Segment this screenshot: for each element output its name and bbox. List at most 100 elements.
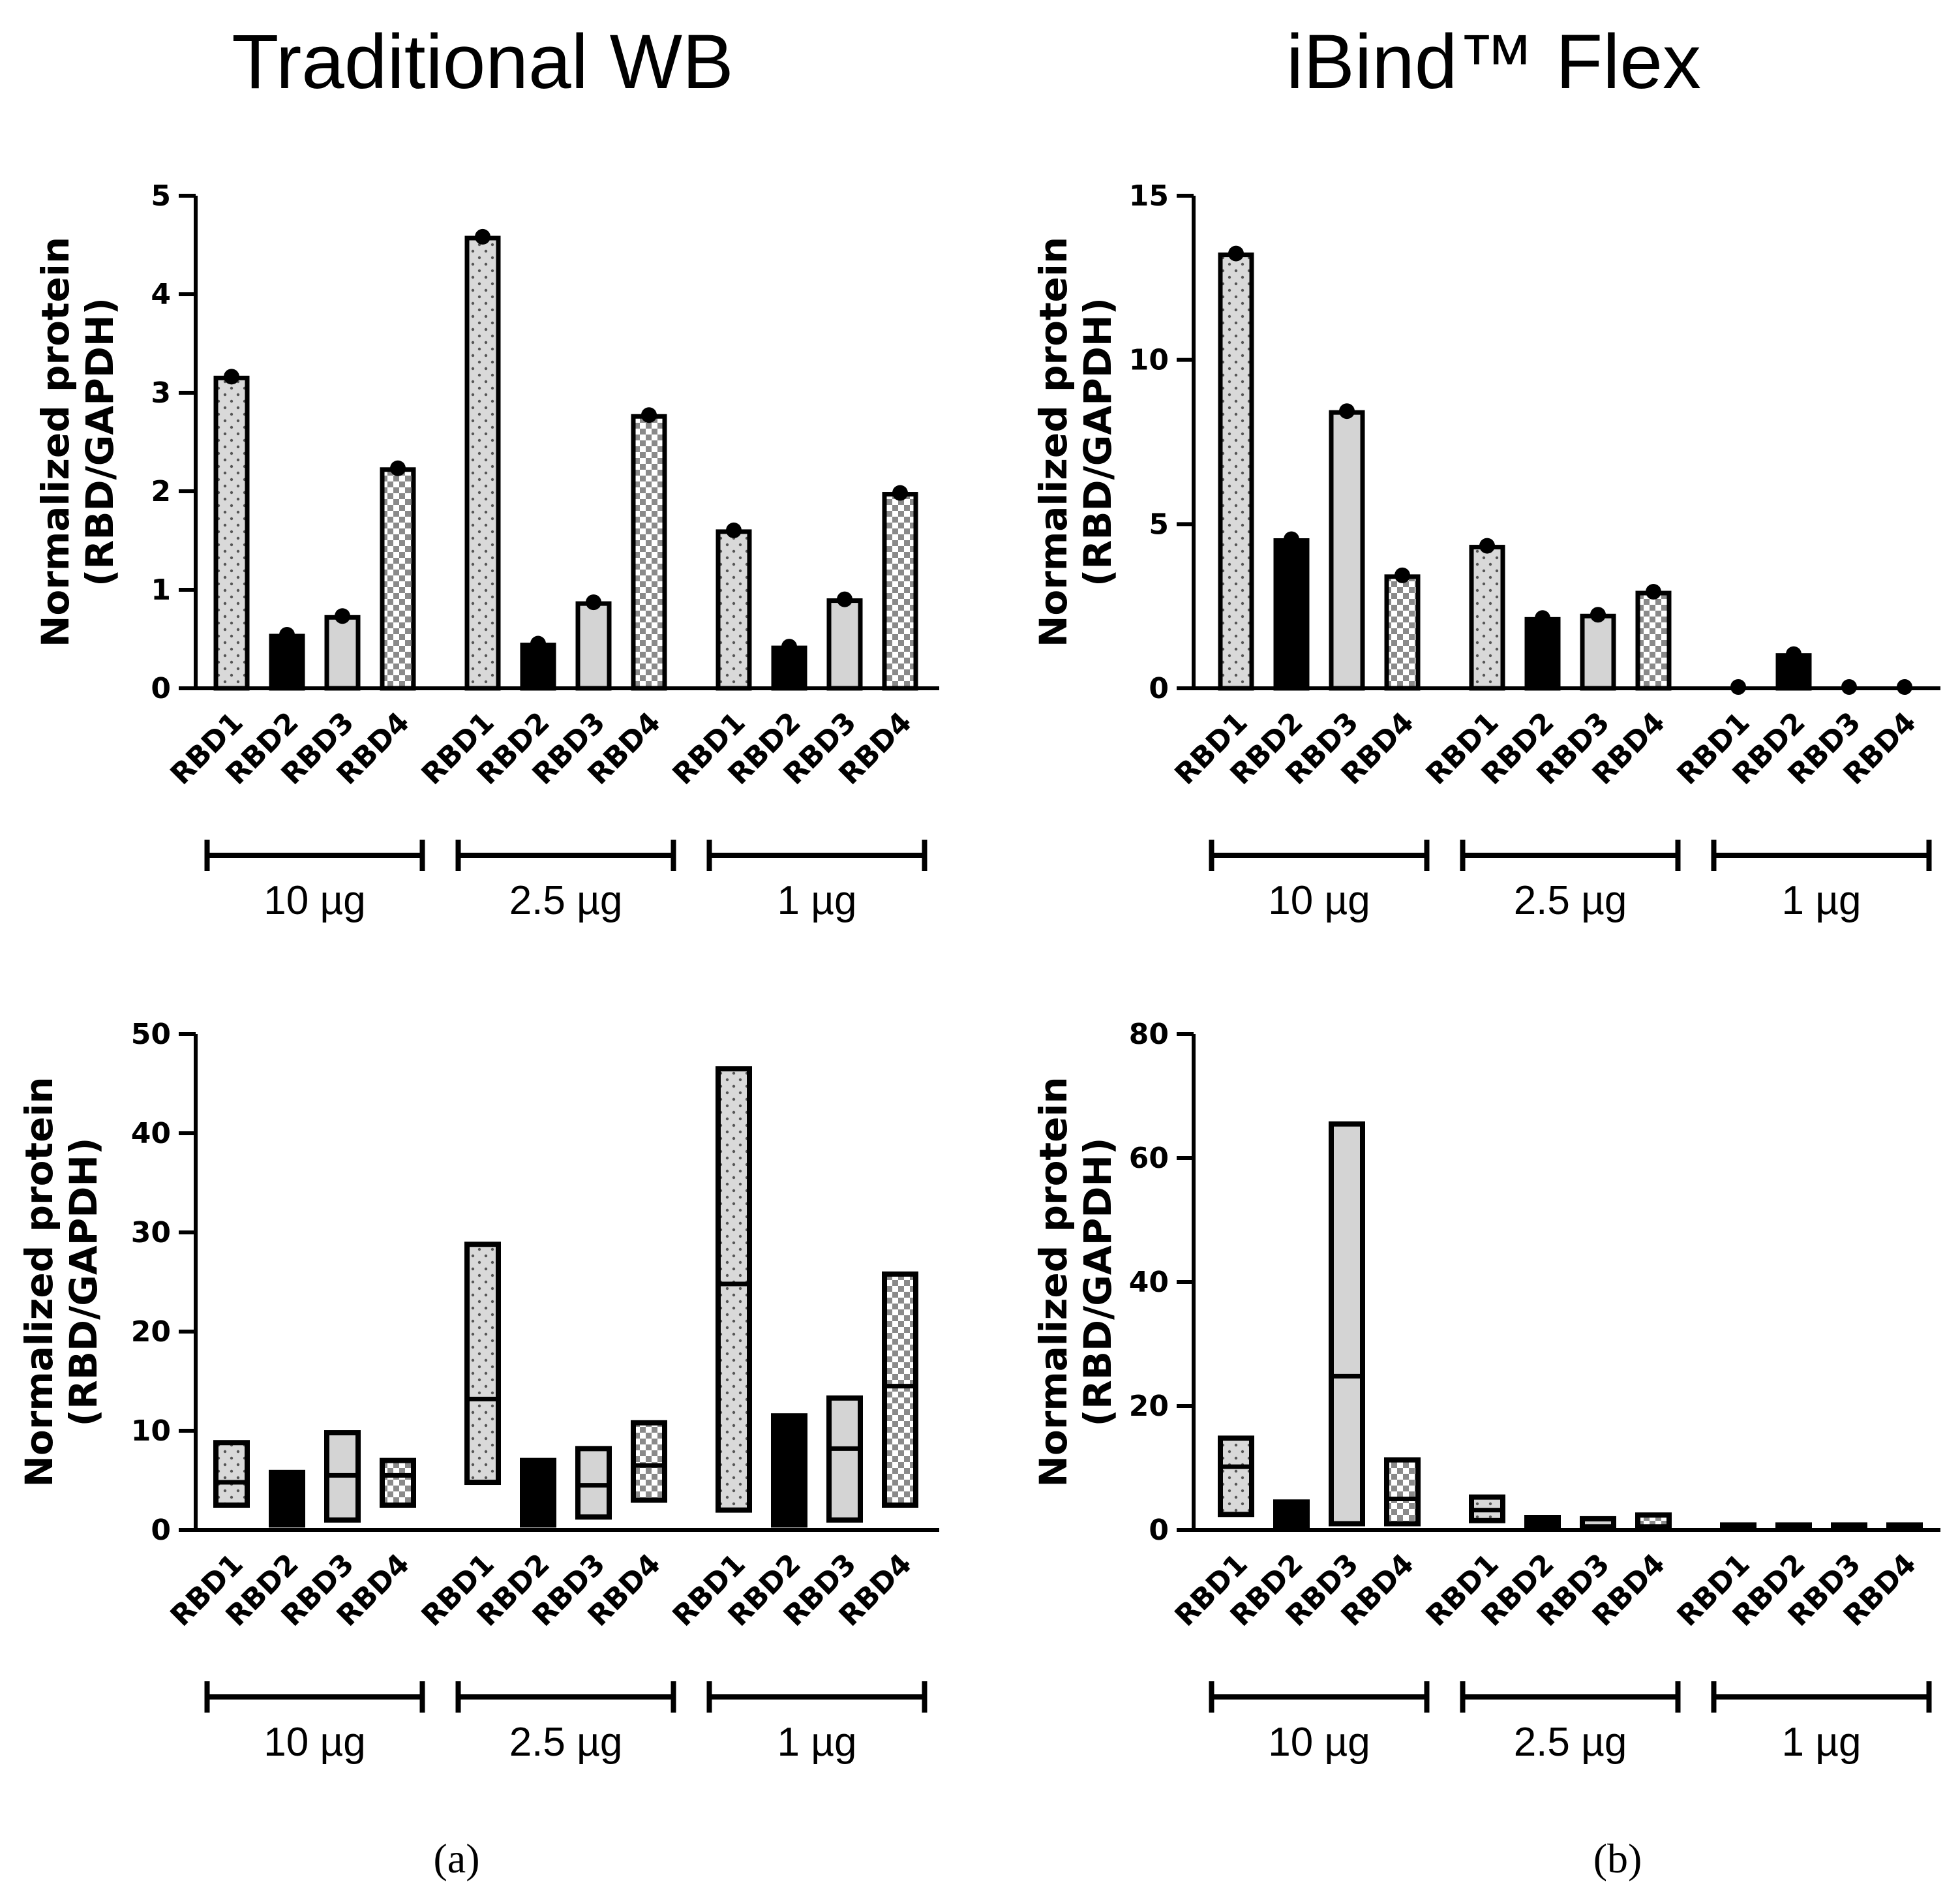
- y-tick-label: 50: [131, 1018, 171, 1051]
- y-axis-label-line: Normalized protein: [17, 1076, 61, 1487]
- data-point: [726, 522, 742, 538]
- bar: [1635, 590, 1672, 691]
- y-axis-label-line: (RBD/GAPDH): [1076, 1138, 1120, 1427]
- y-tick-label: 60: [1129, 1142, 1169, 1175]
- group-label: 10 µg: [1268, 1720, 1370, 1765]
- y-tick-label: 4: [151, 278, 171, 311]
- floating-bar: [575, 1446, 612, 1520]
- data-point: [837, 591, 852, 607]
- y-tick-label: 10: [131, 1414, 171, 1448]
- group-label: 10 µg: [1268, 878, 1370, 923]
- y-tick-label: 1: [151, 573, 171, 607]
- floating-bar: [826, 1395, 863, 1523]
- group-label: 10 µg: [264, 1720, 365, 1765]
- panel-label-a: (a): [433, 1835, 479, 1882]
- y-tick-label: 80: [1129, 1018, 1169, 1051]
- floating-bar: [380, 1457, 416, 1508]
- bar: [631, 414, 667, 691]
- floating-bar: [631, 1420, 667, 1503]
- y-tick-label: 20: [131, 1315, 171, 1349]
- title-traditional-wb: Traditional WB: [232, 19, 733, 105]
- bar: [1273, 538, 1310, 691]
- y-tick-label: 2: [151, 475, 171, 508]
- group-label: 1 µg: [1782, 878, 1862, 923]
- data-point: [586, 594, 601, 611]
- floating-bar: [1384, 1457, 1421, 1527]
- group-label: 10 µg: [264, 878, 365, 923]
- y-tick-label: 10: [1129, 344, 1169, 377]
- bar: [269, 633, 305, 691]
- data-point: [1730, 679, 1746, 695]
- bar: [826, 598, 863, 691]
- floating-bar: [520, 1457, 556, 1528]
- y-axis-label: Normalized protein(RBD/GAPDH): [33, 237, 122, 647]
- data-point: [279, 626, 295, 643]
- data-point: [1228, 245, 1244, 262]
- y-tick-label: 0: [151, 1514, 171, 1547]
- bar: [1469, 545, 1505, 691]
- data-point: [530, 635, 546, 652]
- bar: [882, 492, 918, 691]
- data-point: [1786, 646, 1802, 662]
- title-ibind-flex: iBind™ Flex: [1286, 19, 1701, 105]
- bar: [716, 529, 752, 691]
- panel-label-b: (b): [1593, 1835, 1642, 1882]
- data-point: [475, 228, 490, 245]
- bar: [464, 236, 501, 691]
- y-tick-label: 40: [131, 1117, 171, 1150]
- y-axis-label-line: Normalized protein: [1031, 1076, 1076, 1487]
- floating-bar: [1273, 1499, 1310, 1530]
- bar: [1580, 613, 1616, 691]
- floating-bar: [882, 1271, 918, 1508]
- data-point: [390, 460, 406, 476]
- data-point: [1841, 679, 1857, 695]
- data-point: [1395, 567, 1410, 583]
- y-tick-label: 0: [1149, 672, 1169, 705]
- bar: [1524, 617, 1561, 691]
- bar: [380, 467, 416, 691]
- y-axis-label-line: (RBD/GAPDH): [61, 1138, 106, 1427]
- group-label: 1 µg: [777, 878, 857, 923]
- bar: [520, 643, 556, 691]
- y-tick-label: 40: [1129, 1266, 1169, 1299]
- data-point: [1284, 531, 1299, 547]
- data-point: [1897, 679, 1912, 695]
- y-tick-label: 30: [131, 1216, 171, 1249]
- y-axis-label: Normalized protein(RBD/GAPDH): [17, 1076, 106, 1487]
- y-tick-label: 15: [1129, 179, 1169, 213]
- y-tick-label: 3: [151, 376, 171, 410]
- floating-bar: [1218, 1435, 1254, 1518]
- y-axis-label: Normalized protein(RBD/GAPDH): [1031, 237, 1120, 647]
- y-tick-label: 0: [151, 672, 171, 705]
- floating-bar: [1329, 1121, 1365, 1527]
- data-point: [641, 407, 657, 423]
- floating-bar: [716, 1066, 752, 1513]
- group-label: 2.5 µg: [1514, 878, 1627, 923]
- y-axis-label: Normalized protein(RBD/GAPDH): [1031, 1076, 1120, 1487]
- bar: [1218, 252, 1254, 691]
- bar: [1384, 574, 1421, 691]
- y-tick-label: 0: [1149, 1514, 1169, 1547]
- chart-bottom-left: 0 10 20 30 40 50 Normalized protein(RBD/GAPDH)…: [17, 1018, 939, 1765]
- data-point: [1590, 607, 1606, 623]
- y-tick-label: 5: [1149, 508, 1169, 541]
- floating-bar: [464, 1242, 501, 1486]
- bar: [213, 375, 250, 691]
- data-point: [1646, 584, 1661, 600]
- data-point: [781, 639, 797, 655]
- floating-bar: [269, 1469, 305, 1528]
- data-point: [224, 369, 239, 385]
- bar: [575, 601, 612, 691]
- floating-bar: [771, 1413, 807, 1528]
- y-axis-label-line: (RBD/GAPDH): [1076, 298, 1120, 587]
- group-label: 2.5 µg: [1514, 1720, 1627, 1765]
- data-point: [1479, 538, 1495, 554]
- data-point: [1535, 610, 1550, 626]
- y-axis-label-line: Normalized protein: [1031, 237, 1076, 647]
- group-label: 2.5 µg: [509, 878, 623, 923]
- group-label: 2.5 µg: [509, 1720, 623, 1765]
